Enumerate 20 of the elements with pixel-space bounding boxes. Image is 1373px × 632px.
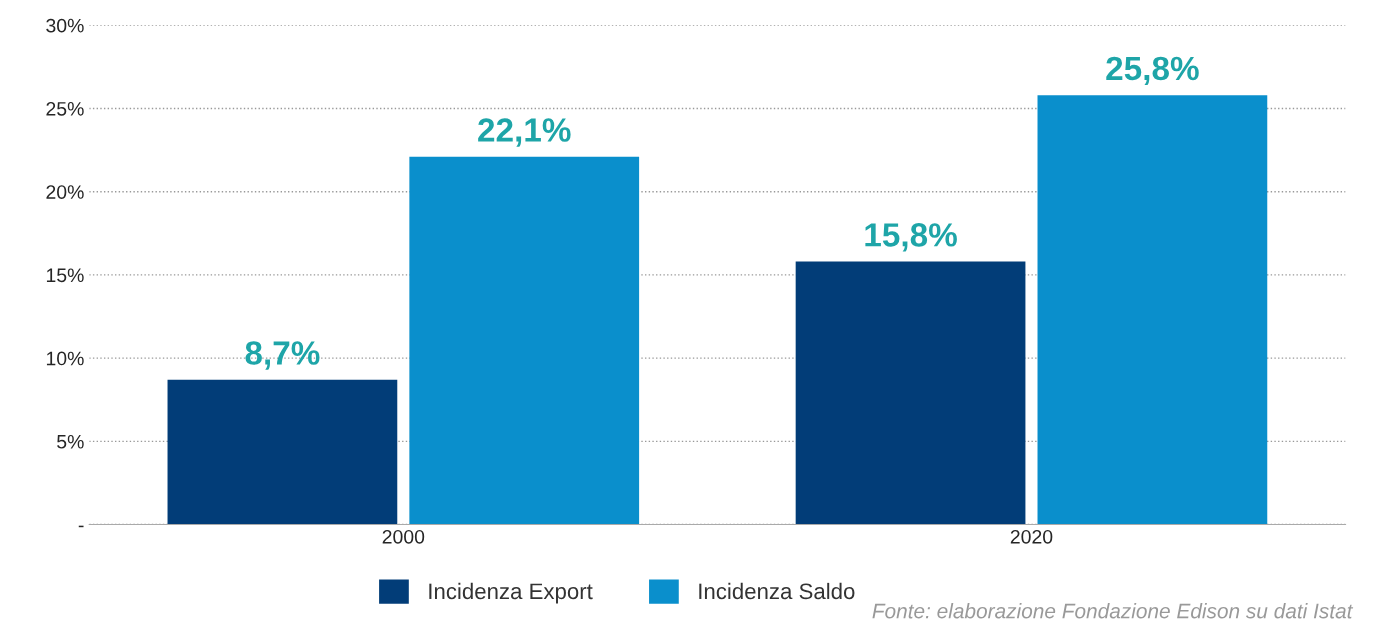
y-tick-label: 25%	[46, 101, 84, 116]
source-note: Fonte: elaborazione Fondazione Edison su dati Istat	[872, 603, 1354, 619]
bar	[167, 379, 398, 525]
x-tick-label: 2000	[382, 529, 425, 544]
x-tick-label: 2020	[1010, 529, 1053, 544]
y-tick-label: 5%	[57, 434, 84, 449]
data-label: 8,7%	[245, 341, 320, 370]
data-label: 25,8%	[1106, 56, 1199, 86]
legend-label: Incidenza Saldo	[699, 582, 855, 600]
y-tick-label: -	[78, 525, 84, 528]
data-label: 15,8%	[865, 223, 957, 252]
y-tick-label: 30%	[46, 18, 84, 33]
bar	[795, 261, 1026, 525]
y-tick-label: 20%	[46, 185, 84, 199]
data-label: 22,1%	[478, 118, 571, 147]
y-tick-label: 15%	[46, 268, 84, 283]
y-tick-label: 10%	[46, 351, 84, 366]
legend-label: Incidenza Export	[429, 582, 593, 604]
bar	[1037, 95, 1268, 525]
bar	[409, 156, 640, 525]
